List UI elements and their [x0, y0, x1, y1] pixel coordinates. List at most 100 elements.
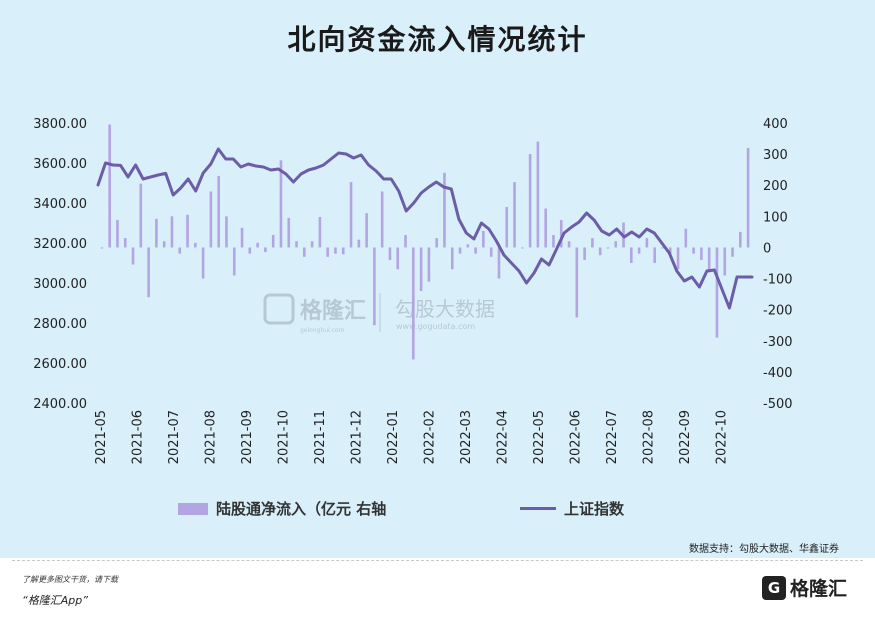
right-axis-tick-label: -300	[763, 335, 793, 350]
x-axis-tick-label: 2021-10	[277, 410, 292, 464]
x-axis-tick-label: 2022-02	[423, 410, 438, 464]
right-axis-tick-label: -500	[763, 397, 793, 412]
bar	[178, 247, 182, 254]
bar	[552, 235, 555, 248]
bar	[279, 160, 283, 248]
x-axis-tick-label: 2021-05	[94, 410, 109, 464]
data-source-note: 数据支持：勾股大数据、华鑫证券	[689, 544, 839, 555]
bar	[209, 191, 213, 248]
left-axis-tick-label: 3000.00	[33, 277, 87, 292]
bar	[528, 154, 532, 248]
bar	[591, 238, 594, 248]
bar	[349, 182, 353, 248]
watermark-brand-sub: gelonghui.com	[300, 327, 345, 334]
bar	[116, 220, 119, 248]
bar	[567, 241, 571, 248]
bar	[318, 216, 322, 248]
bar	[357, 239, 361, 248]
right-axis-tick-label: -100	[763, 273, 793, 288]
bar	[723, 247, 727, 276]
bar	[217, 175, 220, 248]
bar	[334, 247, 337, 254]
bar	[310, 241, 314, 248]
bar	[466, 244, 470, 248]
bar	[287, 217, 291, 248]
bar	[497, 247, 501, 279]
x-axis-tick-label: 2022-09	[678, 410, 693, 464]
x-axis-tick-label: 2022-05	[532, 410, 547, 464]
bar	[162, 241, 166, 248]
bar	[341, 247, 345, 255]
bar	[614, 241, 618, 248]
right-axis-tick-label: 400	[763, 117, 788, 132]
left-axis-tick-label: 2600.00	[33, 357, 87, 372]
bar	[637, 247, 641, 254]
right-axis-tick-label: 200	[763, 179, 788, 194]
bar	[692, 247, 695, 254]
bar	[139, 183, 143, 248]
x-axis-tick-label: 2021-07	[167, 410, 182, 464]
bar	[598, 247, 602, 256]
legend-bar: 陆股通净流入（亿元 右轴	[178, 498, 386, 519]
bar	[536, 141, 540, 248]
bar	[147, 247, 150, 298]
bar	[739, 231, 742, 248]
x-axis-tick-label: 2021-09	[240, 410, 255, 464]
x-axis-tick-label: 2022-01	[386, 410, 401, 464]
bar	[419, 247, 423, 291]
footer-download-note: 了解更多图文干货，请下载	[22, 575, 118, 584]
bar	[295, 241, 298, 248]
bar	[380, 191, 384, 248]
bar	[575, 247, 579, 318]
left-axis-tick-label: 2800.00	[33, 317, 87, 332]
bar	[645, 238, 649, 248]
bar	[240, 227, 244, 248]
bar	[435, 238, 438, 248]
bar	[559, 220, 563, 248]
legend-line: 上证指数	[520, 498, 624, 519]
bar	[396, 247, 400, 270]
bar	[170, 216, 174, 248]
bar	[443, 172, 446, 248]
x-axis-tick-label: 2022-04	[496, 410, 511, 464]
bar	[676, 247, 680, 270]
bar	[232, 247, 236, 276]
bar	[668, 247, 672, 254]
bar	[155, 218, 158, 248]
bar	[365, 213, 368, 248]
bar	[404, 235, 407, 248]
bar	[505, 207, 509, 248]
bar	[412, 247, 415, 360]
bar	[256, 242, 259, 248]
left-axis-tick-label: 3800.00	[33, 117, 87, 132]
left-axis-tick-label: 3200.00	[33, 237, 87, 252]
bar	[427, 247, 431, 282]
bar	[684, 228, 688, 248]
right-axis-tick-label: 0	[763, 241, 771, 256]
legend-line-label: 上证指数	[564, 500, 625, 518]
footer-logo: G 格隆汇	[762, 574, 847, 601]
left-axis-tick-label: 3400.00	[33, 197, 87, 212]
bar	[707, 247, 711, 273]
bar	[326, 247, 329, 257]
bar	[123, 238, 127, 248]
bar	[731, 247, 734, 257]
left-axis-tick-label: 3600.00	[33, 157, 87, 172]
watermark-source: 勾股大数据	[395, 297, 495, 321]
footer-logo-text: 格隆汇	[790, 578, 848, 600]
bar	[653, 247, 656, 263]
bar	[630, 247, 633, 263]
right-axis-tick-label: -400	[763, 366, 793, 381]
chart-panel	[0, 0, 875, 558]
bar	[482, 230, 485, 248]
bar	[544, 208, 547, 248]
x-axis-tick-label: 2022-08	[642, 410, 657, 464]
bar	[100, 247, 104, 249]
bar	[303, 247, 306, 257]
bar	[108, 124, 111, 248]
footer-app-name: “格隆汇App”	[22, 594, 88, 607]
bar	[513, 182, 516, 248]
bar	[131, 247, 135, 265]
